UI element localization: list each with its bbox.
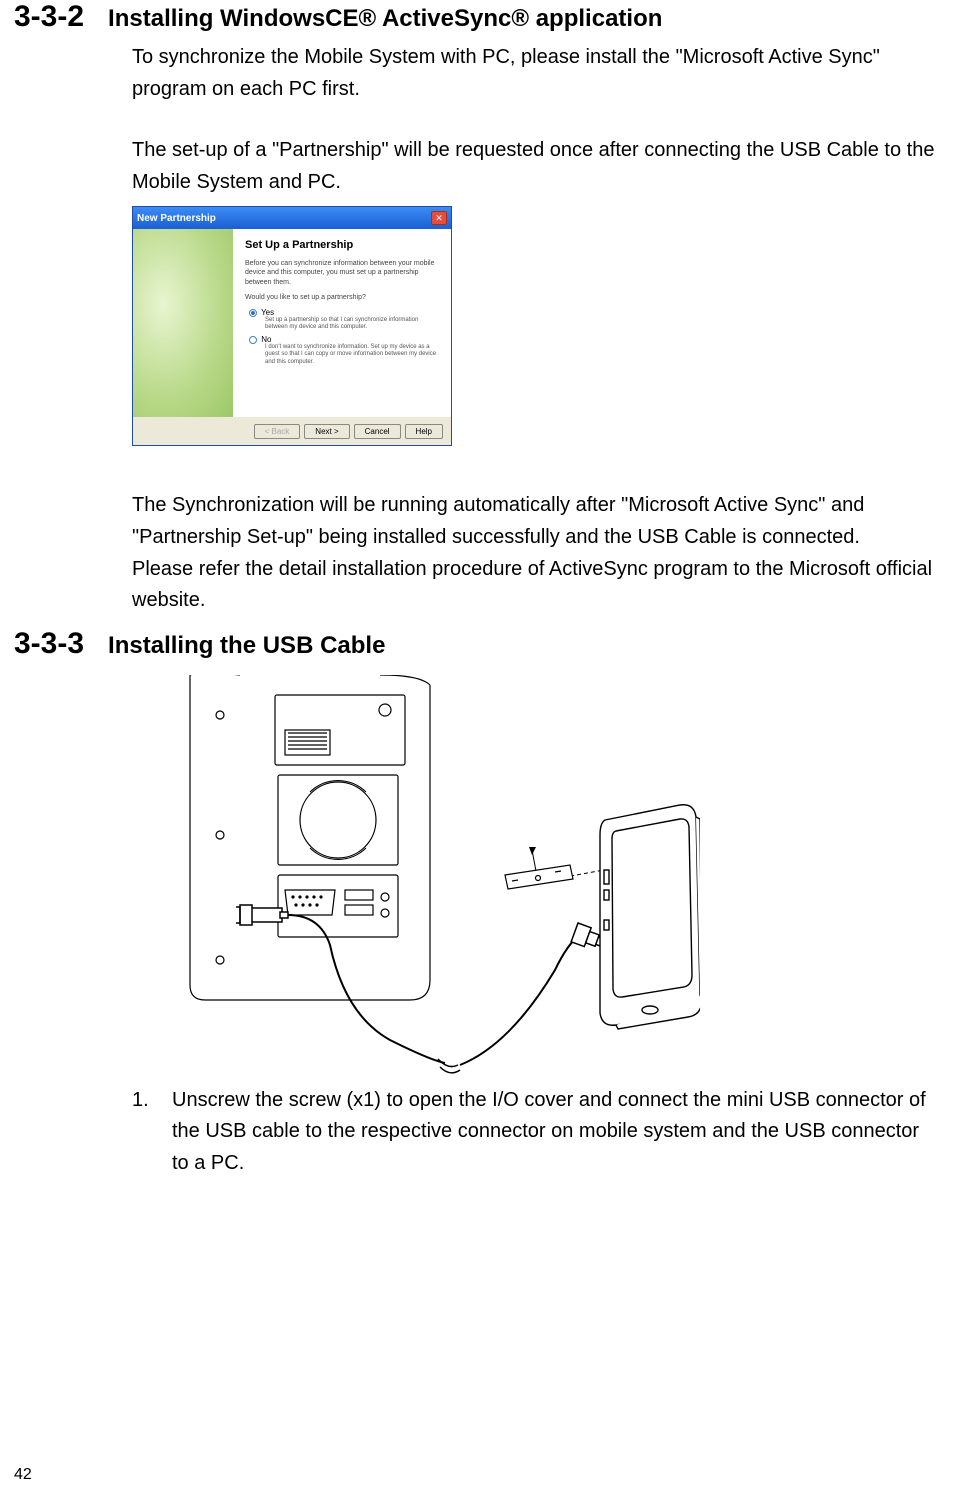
back-button: < Back: [254, 424, 301, 439]
dialog-radio-group: Yes Set up a partnership so that I can s…: [245, 308, 439, 366]
page-number: 42: [14, 1466, 32, 1484]
dialog-button-bar: < Back Next > Cancel Help: [133, 417, 451, 445]
radio-no-desc: I don't want to synchronize information.…: [249, 344, 439, 366]
dialog-content: Set Up a Partnership Before you can sync…: [233, 229, 451, 417]
list-item: 1. Unscrew the screw (x1) to open the I/…: [132, 1085, 932, 1180]
radio-no: No I don't want to synchronize informati…: [245, 335, 439, 366]
radio-yes: Yes Set up a partnership so that I can s…: [245, 308, 439, 331]
dialog-titlebar: New Partnership ✕: [133, 207, 451, 229]
partnership-dialog-screenshot: New Partnership ✕ Set Up a Partnership B…: [132, 206, 452, 446]
dialog-sidebar-graphic: [133, 229, 233, 417]
close-icon: ✕: [431, 211, 447, 225]
body-paragraph: Please refer the detail installation pro…: [132, 554, 936, 617]
radio-yes-desc: Set up a partnership so that I can synch…: [249, 317, 439, 331]
next-button: Next >: [304, 424, 349, 439]
list-text: Unscrew the screw (x1) to open the I/O c…: [172, 1085, 932, 1180]
section-heading-333: 3-3-3 Installing the USB Cable: [0, 627, 964, 661]
section-number: 3-3-3: [0, 627, 84, 661]
help-button: Help: [405, 424, 443, 439]
dialog-question: Would you like to set up a partnership?: [245, 293, 439, 302]
list-number: 1.: [132, 1085, 172, 1180]
radio-no-label: No: [261, 335, 271, 344]
section-heading-332: 3-3-2 Installing WindowsCE® ActiveSync® …: [0, 0, 964, 34]
section-title: Installing WindowsCE® ActiveSync® applic…: [108, 5, 662, 33]
section-number: 3-3-2: [0, 0, 84, 34]
numbered-list: 1. Unscrew the screw (x1) to open the I/…: [132, 1085, 932, 1180]
content-block: To synchronize the Mobile System with PC…: [132, 42, 936, 105]
section-title: Installing the USB Cable: [108, 632, 385, 660]
radio-yes-label: Yes: [261, 308, 274, 317]
dialog-heading: Set Up a Partnership: [245, 239, 439, 251]
cancel-button: Cancel: [354, 424, 401, 439]
body-paragraph: The set-up of a "Partnership" will be re…: [132, 135, 936, 198]
content-block: The set-up of a "Partnership" will be re…: [132, 135, 936, 198]
body-paragraph: The Synchronization will be running auto…: [132, 490, 936, 553]
content-block: The Synchronization will be running auto…: [132, 490, 936, 616]
dialog-intro-text: Before you can synchronize information b…: [245, 259, 439, 286]
dialog-window-title: New Partnership: [137, 213, 216, 224]
radio-icon: [249, 309, 257, 317]
radio-icon: [249, 336, 257, 344]
dialog-body: Set Up a Partnership Before you can sync…: [133, 229, 451, 417]
usb-cable-diagram: [160, 675, 700, 1075]
body-paragraph: To synchronize the Mobile System with PC…: [132, 42, 936, 105]
